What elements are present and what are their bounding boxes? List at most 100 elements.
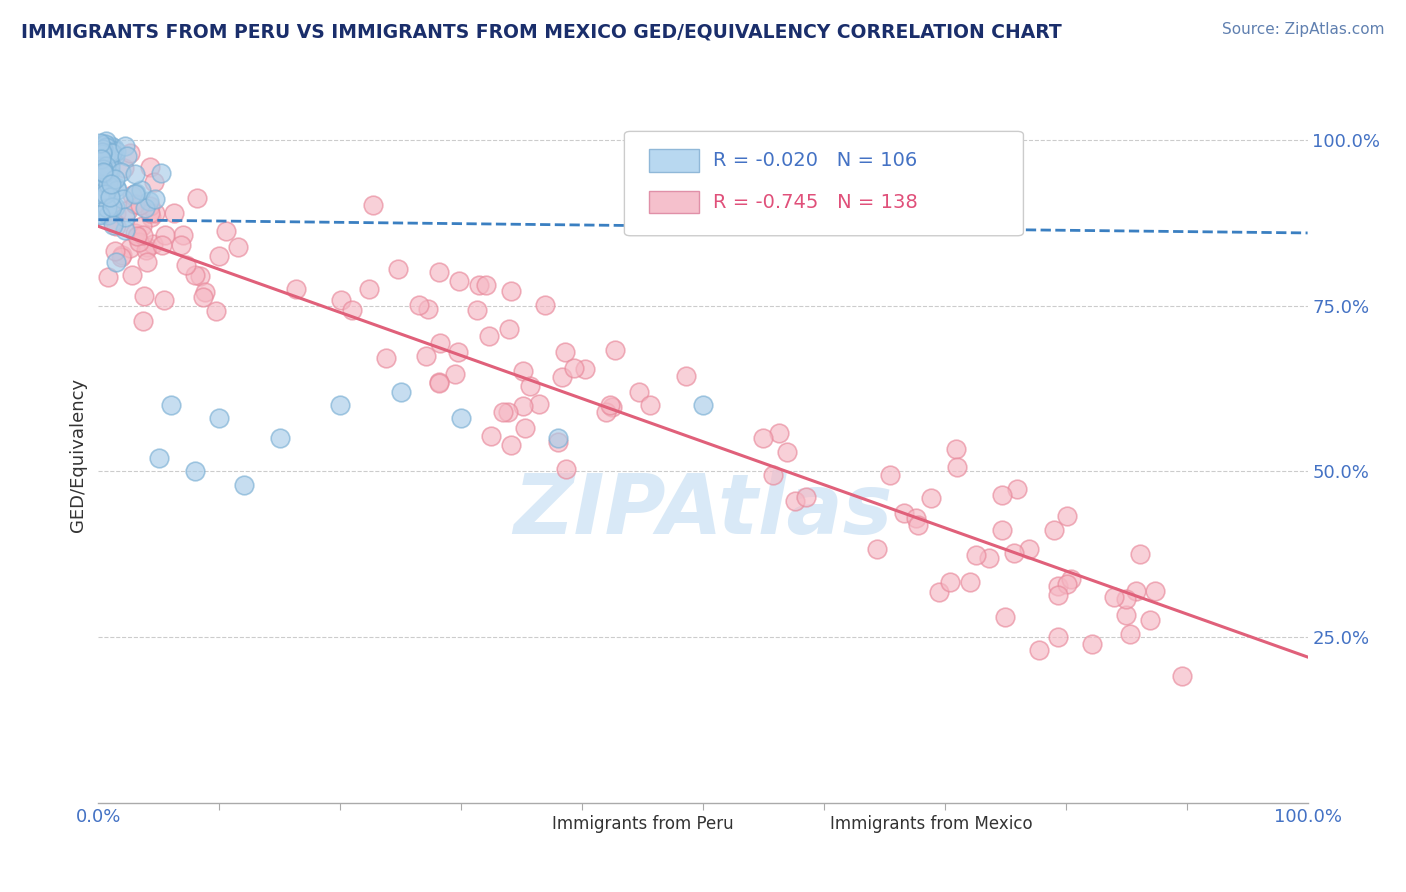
Point bbox=[186, 192, 208, 206]
Point bbox=[105, 180, 128, 194]
Point bbox=[101, 145, 124, 160]
FancyBboxPatch shape bbox=[624, 131, 1024, 235]
Point bbox=[110, 164, 132, 178]
Point bbox=[1115, 607, 1137, 622]
Point bbox=[977, 550, 1000, 565]
Point bbox=[104, 144, 127, 158]
Point bbox=[519, 378, 541, 392]
Point bbox=[527, 397, 550, 411]
Point bbox=[125, 229, 148, 244]
Point bbox=[361, 198, 384, 212]
Point bbox=[124, 226, 146, 240]
Point bbox=[150, 238, 173, 252]
Point bbox=[103, 141, 125, 155]
Point bbox=[114, 139, 136, 153]
Point bbox=[512, 399, 534, 413]
Point bbox=[959, 574, 981, 589]
Point bbox=[89, 187, 111, 202]
Point bbox=[91, 151, 114, 165]
Point bbox=[89, 136, 111, 150]
Point bbox=[131, 219, 153, 234]
Point bbox=[143, 206, 166, 220]
Point bbox=[90, 139, 112, 153]
Point bbox=[675, 369, 697, 384]
Point bbox=[96, 201, 118, 215]
Point bbox=[121, 268, 143, 282]
Point bbox=[153, 293, 176, 308]
Point bbox=[1028, 643, 1050, 657]
Point bbox=[408, 298, 430, 312]
Point bbox=[100, 146, 122, 161]
Point bbox=[139, 205, 162, 219]
Point bbox=[100, 160, 122, 174]
Point bbox=[135, 240, 157, 254]
Text: R = -0.745   N = 138: R = -0.745 N = 138 bbox=[713, 193, 918, 212]
Point bbox=[91, 175, 114, 189]
Point bbox=[117, 202, 139, 217]
Point bbox=[176, 258, 198, 272]
Point bbox=[125, 186, 148, 200]
Point bbox=[946, 460, 969, 475]
Point bbox=[1125, 584, 1147, 599]
Point bbox=[143, 192, 166, 206]
Point bbox=[89, 159, 111, 173]
Point bbox=[1043, 523, 1066, 537]
Point bbox=[138, 194, 160, 209]
Point bbox=[1005, 482, 1028, 496]
Point bbox=[172, 228, 194, 243]
Point bbox=[1046, 579, 1069, 593]
Point bbox=[115, 149, 138, 163]
Point bbox=[1129, 547, 1152, 561]
Point bbox=[87, 142, 110, 156]
Point bbox=[101, 200, 124, 214]
Point bbox=[1143, 583, 1166, 598]
Text: Source: ZipAtlas.com: Source: ZipAtlas.com bbox=[1222, 22, 1385, 37]
Point bbox=[103, 200, 125, 214]
Point bbox=[98, 150, 121, 164]
Point bbox=[496, 405, 519, 419]
Point bbox=[603, 343, 626, 357]
Point bbox=[513, 421, 536, 435]
Point bbox=[415, 349, 437, 363]
Point bbox=[91, 142, 114, 156]
Point bbox=[132, 228, 155, 243]
Point bbox=[139, 199, 162, 213]
Point bbox=[340, 302, 363, 317]
Text: IMMIGRANTS FROM PERU VS IMMIGRANTS FROM MEXICO GED/EQUIVALENCY CORRELATION CHART: IMMIGRANTS FROM PERU VS IMMIGRANTS FROM … bbox=[21, 22, 1062, 41]
Point bbox=[91, 145, 114, 160]
Point bbox=[547, 434, 569, 449]
Point bbox=[89, 207, 111, 221]
Point bbox=[132, 288, 155, 302]
Point bbox=[1059, 572, 1081, 586]
Point bbox=[499, 284, 522, 298]
Point bbox=[329, 398, 352, 412]
Point bbox=[91, 161, 114, 176]
Point bbox=[91, 164, 114, 178]
Point bbox=[357, 283, 380, 297]
Point bbox=[794, 490, 817, 504]
Point bbox=[1046, 630, 1069, 644]
Point bbox=[96, 183, 118, 197]
Point bbox=[118, 146, 141, 161]
Text: ZIPAtlas: ZIPAtlas bbox=[513, 470, 893, 551]
Point bbox=[501, 438, 523, 452]
Point bbox=[91, 149, 114, 163]
Point bbox=[866, 541, 889, 556]
Point bbox=[114, 223, 136, 237]
Point bbox=[97, 269, 120, 284]
Point bbox=[94, 137, 117, 152]
Point bbox=[110, 250, 132, 264]
Point bbox=[124, 186, 146, 201]
Point bbox=[600, 401, 623, 415]
Point bbox=[100, 139, 122, 153]
Text: Immigrants from Mexico: Immigrants from Mexico bbox=[830, 814, 1032, 832]
Point bbox=[96, 140, 118, 154]
Point bbox=[928, 585, 950, 599]
FancyBboxPatch shape bbox=[776, 814, 820, 834]
Point bbox=[188, 268, 211, 283]
Point bbox=[574, 362, 596, 376]
Point bbox=[114, 210, 136, 224]
Point bbox=[450, 411, 472, 425]
Point bbox=[479, 428, 502, 442]
Point bbox=[387, 261, 409, 276]
